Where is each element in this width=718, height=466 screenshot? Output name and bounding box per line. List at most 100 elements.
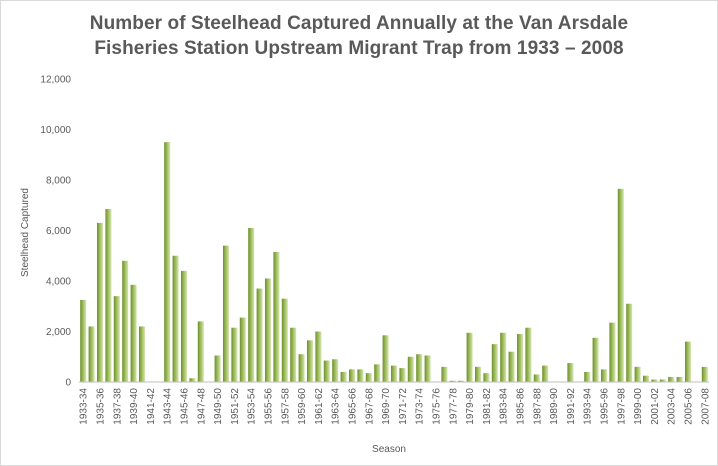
bar-1995-96 xyxy=(600,369,608,383)
bar-series xyxy=(80,142,708,383)
bar-1961-62 xyxy=(315,331,322,382)
bar-2003-04 xyxy=(668,376,675,382)
bar-1996-97 xyxy=(609,322,616,382)
x-tick-label: 1973-74 xyxy=(415,388,426,425)
x-tick-label: 2003-04 xyxy=(667,388,678,425)
bar-1949-50 xyxy=(214,355,221,382)
x-tick-label: 1989-90 xyxy=(549,388,560,425)
y-tick-label: 6,000 xyxy=(46,226,71,237)
bar-1934-35 xyxy=(88,326,95,382)
y-axis-title: Steelhead Captured xyxy=(20,188,31,277)
x-tick-label: 1979-80 xyxy=(465,388,476,425)
bar-1986-87 xyxy=(525,327,532,382)
bar-1958-59 xyxy=(290,327,297,382)
x-axis-title: Season xyxy=(372,444,406,455)
bar-1971-72 xyxy=(399,368,406,382)
bar-1997-98 xyxy=(617,188,624,382)
x-tick-label: 1941-42 xyxy=(146,388,157,425)
x-tick-label: 1969-70 xyxy=(381,388,392,425)
x-tick-label: 2007-08 xyxy=(700,388,711,425)
x-tick-label: 1947-48 xyxy=(196,388,207,425)
x-tick-label: 1965-66 xyxy=(348,388,359,425)
bar-1933-34 xyxy=(80,299,87,382)
chart-title-line-1: Number of Steelhead Captured Annually at… xyxy=(89,13,629,34)
bar-1982-83 xyxy=(491,344,498,383)
bar-1959-60 xyxy=(298,354,305,382)
x-tick-label: 1963-64 xyxy=(331,388,342,425)
bar-1963-64 xyxy=(332,359,339,382)
x-tick-label: 1933-34 xyxy=(79,388,90,425)
x-tick-label: 1937-38 xyxy=(112,388,123,425)
x-tick-label: 1957-58 xyxy=(280,388,291,425)
y-tick-label: 4,000 xyxy=(46,277,71,288)
bar-1950-51 xyxy=(222,245,230,382)
bar-1978-79 xyxy=(458,380,465,382)
bar-1972-73 xyxy=(407,356,414,382)
y-tick-label: 0 xyxy=(65,378,71,389)
y-tick-label: 10,000 xyxy=(40,125,71,136)
bar-2007-08 xyxy=(701,366,708,382)
x-tick-label: 1975-76 xyxy=(432,388,443,425)
x-tick-label: 1935-36 xyxy=(96,388,107,425)
chart-title: Number of Steelhead Captured Annually at… xyxy=(1,11,717,61)
x-tick-label: 1961-62 xyxy=(314,388,325,425)
x-tick-label: 1981-82 xyxy=(482,388,493,425)
bar-1945-46 xyxy=(180,270,188,382)
x-tick-label: 1951-52 xyxy=(230,388,241,425)
x-tick-label: 1995-96 xyxy=(600,388,611,425)
bar-1988-89 xyxy=(542,365,549,382)
bar-1938-39 xyxy=(122,260,129,382)
bar-1977-78 xyxy=(449,380,456,382)
bar-1964-65 xyxy=(340,371,347,382)
bar-1994-95 xyxy=(592,337,599,382)
bar-1976-77 xyxy=(441,366,448,382)
bar-1965-66 xyxy=(348,369,356,383)
x-tick-label: 1991-92 xyxy=(566,388,577,425)
y-axis-ticks: 0 2,000 4,000 6,000 8,000 10,000 12,000 xyxy=(40,75,71,389)
bar-1984-85 xyxy=(508,351,515,382)
y-tick-label: 2,000 xyxy=(46,327,71,338)
bar-2001-02 xyxy=(651,379,658,382)
bar-1939-40 xyxy=(130,284,137,382)
x-axis-ticks: 1933-34 1935-36 1937-38 1939-40 1941-42 1943-… xyxy=(79,388,712,425)
bar-1999-00 xyxy=(634,366,641,382)
y-tick-label: 12,000 xyxy=(40,75,71,86)
bar-1998-99 xyxy=(626,303,633,382)
bar-1980-81 xyxy=(474,366,482,382)
bar-1940-41 xyxy=(138,326,146,382)
bar-1957-58 xyxy=(281,298,288,382)
bar-1955-56 xyxy=(264,278,272,382)
x-tick-label: 1959-60 xyxy=(297,388,308,425)
bar-1985-86 xyxy=(516,334,524,382)
bar-1956-57 xyxy=(273,251,280,382)
bar-1954-55 xyxy=(256,288,263,382)
x-tick-label: 2001-02 xyxy=(650,388,661,425)
bar-1974-75 xyxy=(424,355,431,382)
bar-1970-71 xyxy=(390,365,398,382)
bar-1969-70 xyxy=(382,335,389,382)
x-tick-label: 1967-68 xyxy=(364,388,375,425)
bar-1966-67 xyxy=(357,369,364,383)
bar-1953-54 xyxy=(248,227,255,382)
bar-2002-03 xyxy=(659,379,666,382)
bar-1937-38 xyxy=(113,296,120,382)
bar-1981-82 xyxy=(483,373,490,382)
bar-1951-52 xyxy=(231,327,238,382)
x-tick-label: 1945-46 xyxy=(180,388,191,425)
y-tick-label: 8,000 xyxy=(46,176,71,187)
x-tick-label: 1977-78 xyxy=(448,388,459,425)
x-tick-label: 1987-88 xyxy=(532,388,543,425)
bar-2005-06 xyxy=(684,341,692,382)
bar-1946-47 xyxy=(189,378,196,382)
bar-1960-61 xyxy=(306,340,314,382)
bar-2000-01 xyxy=(642,375,650,382)
bar-1935-36 xyxy=(96,222,104,382)
x-tick-label: 1985-86 xyxy=(516,388,527,425)
bar-1967-68 xyxy=(365,373,372,382)
x-tick-label: 1955-56 xyxy=(264,388,275,425)
bar-1973-74 xyxy=(416,354,423,382)
bar-1968-69 xyxy=(374,364,381,382)
bar-1993-94 xyxy=(584,371,591,382)
x-tick-label: 1939-40 xyxy=(129,388,140,425)
